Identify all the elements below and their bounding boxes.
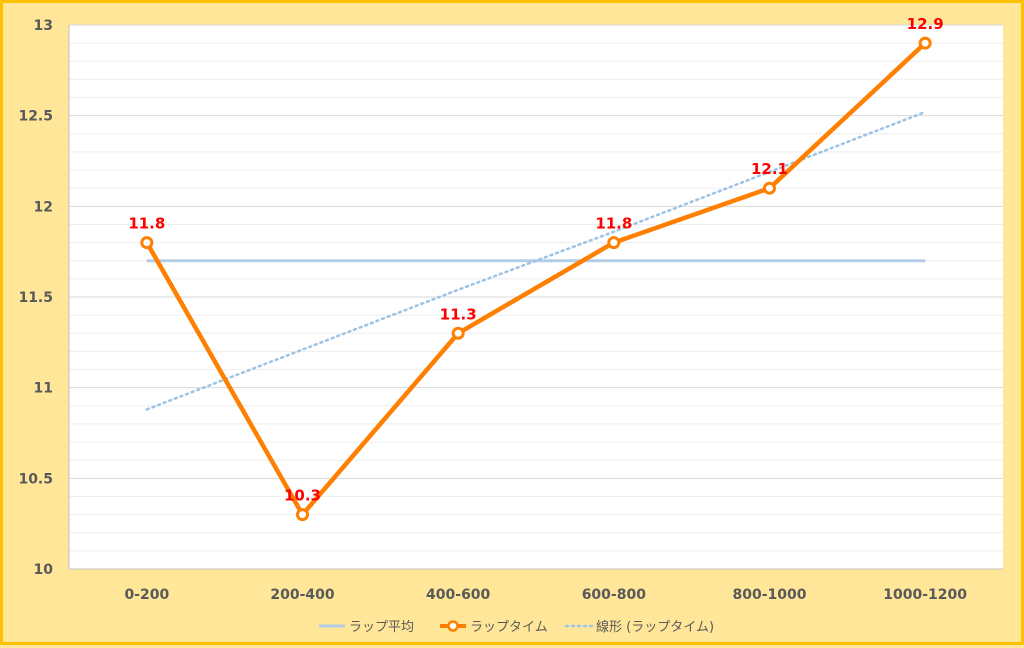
y-tick-label: 10 — [34, 562, 54, 578]
data-point-marker — [140, 236, 154, 250]
data-label: 11.8 — [595, 215, 632, 233]
line-chart: 10 10.5 11 11.5 12 12.5 13 0-200 200-400 400-600 6… — [18, 15, 1003, 635]
y-tick-label: 10.5 — [18, 471, 53, 487]
series-lines — [140, 36, 932, 522]
data-label: 12.1 — [751, 160, 788, 178]
x-tick-label: 600-800 — [582, 587, 647, 603]
axes: 10 10.5 11 11.5 12 12.5 13 0-200 200-400 400-600 6… — [18, 18, 1003, 603]
legend-label: ラップタイム — [470, 620, 548, 635]
y-tick-label: 12.5 — [18, 109, 53, 125]
series-line-trend — [145, 110, 927, 411]
data-label: 10.3 — [284, 487, 321, 505]
legend-label: ラップ平均 — [349, 620, 414, 635]
data-point-marker — [918, 36, 932, 50]
y-tick-label: 13 — [34, 18, 53, 34]
data-label: 11.8 — [128, 215, 165, 233]
data-point-marker — [296, 508, 309, 522]
x-tick-label: 800-1000 — [733, 587, 807, 603]
legend-marker — [447, 620, 459, 632]
x-tick-label: 400-600 — [426, 587, 491, 603]
data-label: 12.9 — [907, 15, 944, 33]
x-tick-label: 0-200 — [124, 587, 169, 603]
x-tick-label: 1000-1200 — [883, 587, 967, 603]
y-tick-label: 11.5 — [18, 290, 53, 306]
series-line-lap-time — [144, 41, 927, 517]
data-point-marker — [451, 326, 465, 340]
y-tick-label: 11 — [34, 381, 53, 397]
legend: ラップ平均 ラップタイム 線形 (ラップタイム) — [319, 619, 714, 635]
data-point-marker — [763, 181, 776, 195]
y-tick-label: 12 — [34, 199, 53, 215]
data-labels: 11.8 10.3 11.3 11.8 12.1 12.9 — [128, 15, 943, 504]
grid-lines — [69, 24, 1003, 552]
data-label: 11.3 — [440, 305, 477, 323]
data-point-marker — [607, 236, 621, 250]
x-tick-label: 200-400 — [270, 587, 335, 603]
legend-label: 線形 (ラップタイム) — [596, 619, 714, 635]
